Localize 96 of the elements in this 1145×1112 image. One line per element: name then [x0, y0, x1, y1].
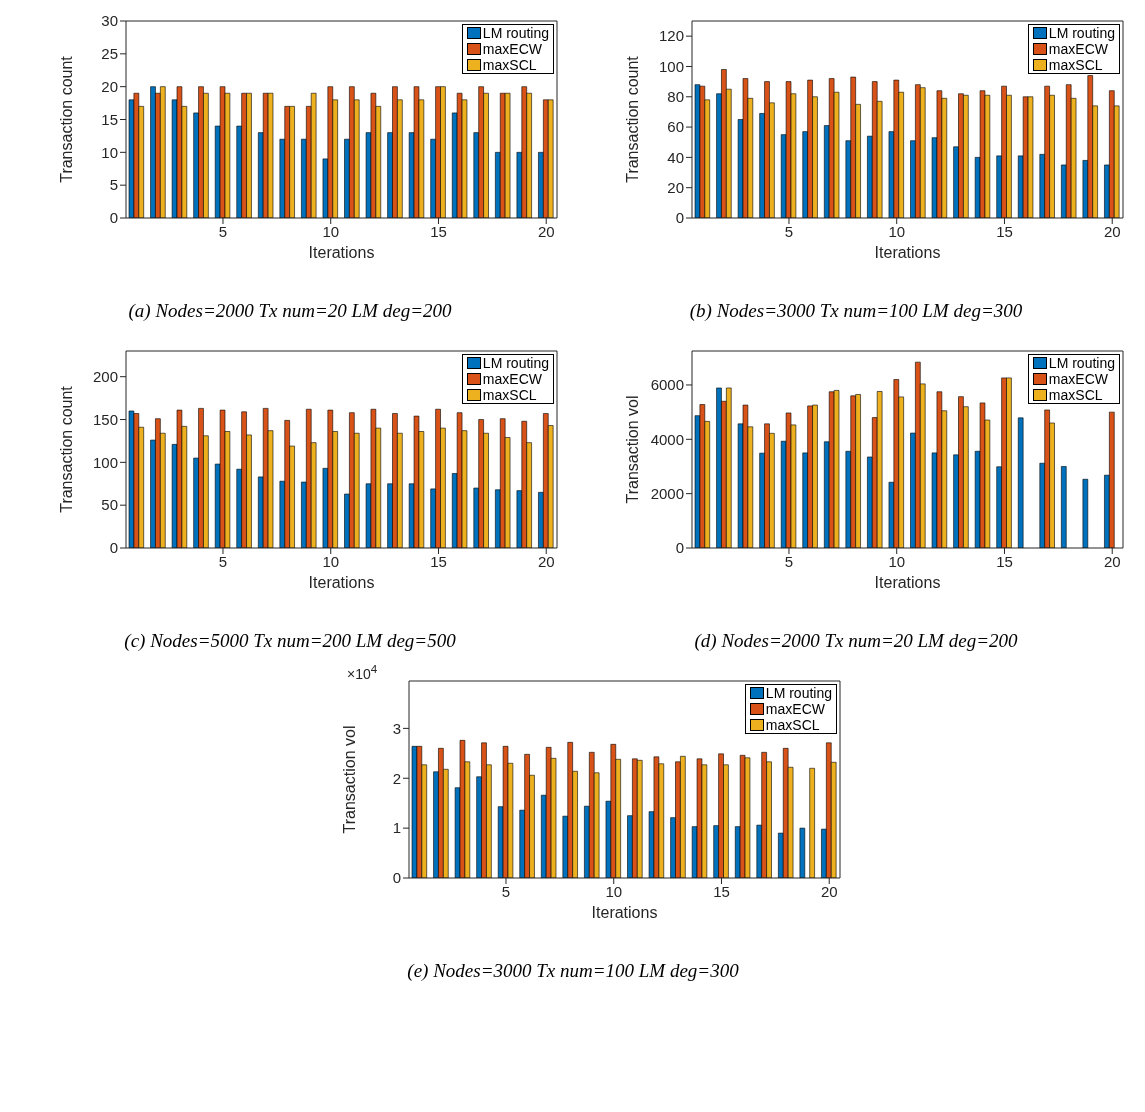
legend-label: LM routing [482, 25, 549, 41]
bar [128, 410, 135, 548]
legend-label: maxSCL [1048, 387, 1103, 403]
y-tick-label: 200 [92, 368, 118, 386]
y-tick-label: 0 [675, 539, 684, 557]
x-tick-label: 20 [820, 882, 838, 900]
bar [716, 387, 722, 548]
x-tick-label: 15 [430, 552, 447, 570]
legend-label: maxECW [482, 41, 542, 57]
y-tick-label: 60 [667, 118, 684, 136]
y-axis-title: Transaction vol [340, 725, 358, 834]
legend-label: LM routing [482, 355, 549, 371]
bar [1061, 466, 1067, 548]
y-tick-label: 20 [101, 77, 118, 95]
y-tick-label: 3 [392, 719, 401, 737]
text: (e) Nodes=3000 Tx num=100 LM deg=300 [406, 960, 740, 982]
x-tick-label: 5 [784, 552, 794, 570]
y-tick-label: 15 [101, 110, 118, 128]
legend-label: maxECW [1048, 371, 1108, 387]
bar [694, 84, 701, 218]
text: ×10$^{4}$ [347, 662, 378, 682]
x-tick-label: 5 [501, 882, 511, 900]
legend-label: LM routing [1048, 355, 1115, 371]
x-tick-label: 15 [430, 222, 447, 240]
bar [809, 767, 815, 878]
x-tick-label: 20 [537, 222, 555, 240]
text: (c) Nodes=5000 Tx num=200 LM deg=500 [123, 630, 457, 652]
bar [310, 92, 317, 218]
y-axis-title: Transaction count [623, 55, 641, 183]
y-tick-label: 4000 [650, 430, 684, 448]
x-tick-label: 10 [888, 222, 906, 240]
bar [876, 391, 883, 548]
bar [411, 746, 418, 878]
legend-label: LM routing [765, 685, 832, 701]
x-tick-label: 15 [713, 882, 730, 900]
y-tick-label: 0 [109, 209, 118, 227]
x-axis-title: Iterations [874, 574, 941, 591]
x-tick-label: 20 [1103, 552, 1121, 570]
bar [833, 390, 840, 548]
y-tick-label: 20 [667, 179, 684, 197]
x-tick-label: 10 [605, 882, 623, 900]
x-axis-title: Iterations [591, 904, 658, 921]
y-tick-label: 6000 [650, 376, 684, 394]
legend-label: maxSCL [482, 387, 537, 403]
y-tick-label: 25 [101, 45, 118, 63]
y-tick-label: 120 [658, 27, 684, 45]
bar [1017, 417, 1024, 548]
y-tick-label: 150 [92, 410, 118, 428]
y-axis-title: Transaction vol [623, 395, 641, 504]
legend-label: maxSCL [1048, 57, 1103, 73]
y-tick-label: 0 [675, 209, 684, 227]
x-tick-label: 10 [322, 552, 340, 570]
bar [744, 757, 751, 878]
legend-label: LM routing [1048, 25, 1115, 41]
y-tick-label: 0 [392, 869, 401, 887]
x-axis-title: Iterations [308, 574, 375, 591]
x-tick-label: 5 [218, 552, 228, 570]
y-axis-title: Transaction count [57, 55, 75, 183]
text: (a) Nodes=2000 Tx num=20 LM deg=200 [127, 300, 453, 322]
x-tick-label: 20 [537, 552, 555, 570]
legend-label: maxSCL [482, 57, 537, 73]
y-tick-label: 2 [392, 769, 401, 787]
y-tick-label: 5 [109, 176, 118, 194]
y-tick-label: 30 [101, 12, 118, 30]
bar [799, 827, 806, 878]
bar [504, 92, 511, 218]
y-tick-label: 50 [101, 496, 118, 514]
bar [547, 99, 554, 218]
bar [267, 92, 274, 218]
text: (b) Nodes=3000 Tx num=100 LM deg=300 [688, 300, 1024, 322]
y-tick-label: 100 [92, 453, 118, 471]
legend-label: maxSCL [765, 717, 820, 733]
legend-label: maxECW [482, 371, 542, 387]
x-tick-label: 20 [1103, 222, 1121, 240]
y-axis-title: Transaction count [57, 385, 75, 513]
y-tick-label: 0 [109, 539, 118, 557]
y-tick-label: 40 [667, 148, 684, 166]
y-tick-label: 2000 [650, 484, 684, 502]
legend-label: maxECW [765, 701, 825, 717]
x-tick-label: 10 [322, 222, 340, 240]
x-tick-label: 15 [996, 552, 1013, 570]
x-axis-title: Iterations [874, 244, 941, 261]
legend-label: maxECW [1048, 41, 1108, 57]
y-tick-label: 1 [392, 819, 401, 837]
x-tick-label: 5 [218, 222, 228, 240]
bar [150, 86, 156, 218]
x-axis-title: Iterations [308, 244, 375, 261]
x-tick-label: 15 [996, 222, 1013, 240]
bar [1027, 96, 1034, 218]
text: (d) Nodes=2000 Tx num=20 LM deg=200 [693, 630, 1019, 652]
y-tick-label: 80 [667, 88, 684, 106]
x-tick-label: 5 [784, 222, 794, 240]
y-tick-label: 100 [658, 57, 684, 75]
y-tick-label: 10 [101, 143, 118, 161]
x-tick-label: 10 [888, 552, 906, 570]
bar [1082, 478, 1089, 548]
